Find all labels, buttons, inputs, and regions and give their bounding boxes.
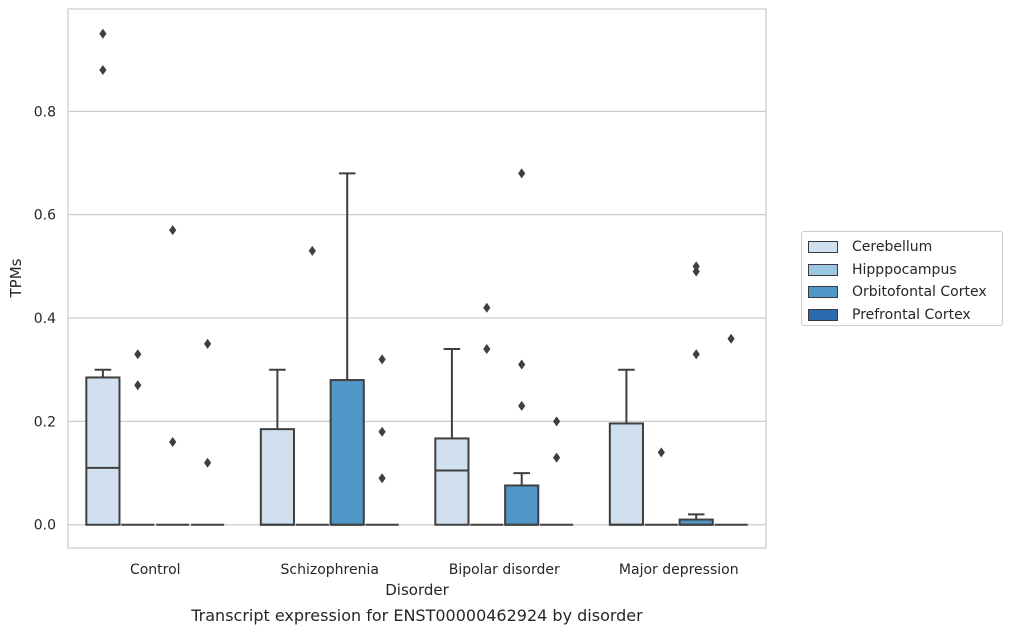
outlier-point	[483, 344, 491, 355]
legend-item-orbitofrontal-cortex: Orbitofontal Cortex	[808, 281, 1002, 304]
box-element	[259, 368, 295, 526]
outlier-point	[378, 473, 386, 484]
outlier-point	[204, 338, 212, 349]
legend-item-cerebellum: Cerebellum	[808, 236, 1002, 259]
legend-item-hippocampus: Hipppocampus	[808, 259, 1002, 282]
legend-swatch	[808, 308, 838, 321]
box-element	[365, 354, 399, 526]
outlier-point	[169, 225, 177, 236]
outlier-point	[553, 452, 561, 463]
legend-label: Orbitofontal Cortex	[852, 284, 987, 301]
outlier-point	[692, 261, 700, 272]
box-element	[608, 368, 644, 526]
box-element	[434, 348, 470, 526]
outlier-point	[99, 64, 107, 75]
y-axis-title: TPMs	[7, 258, 25, 298]
outlier-point	[518, 400, 526, 411]
box-element	[470, 302, 504, 526]
outlier-point	[134, 380, 142, 391]
box-body	[608, 422, 644, 526]
outlier-point	[134, 349, 142, 360]
x-axis-title: Disorder	[385, 581, 449, 599]
box-element	[678, 261, 714, 526]
x-tick-label: Bipolar disorder	[449, 562, 560, 578]
box-body	[434, 437, 470, 526]
x-tick-label: Major depression	[619, 562, 739, 578]
outlier-point	[483, 302, 491, 313]
outlier-point	[692, 266, 700, 277]
outlier-point	[204, 457, 212, 468]
x-tick-label: Schizophrenia	[281, 562, 379, 578]
box-element	[156, 225, 190, 526]
box-element	[121, 349, 155, 526]
outlier-point	[518, 168, 526, 179]
box-element	[504, 168, 540, 526]
y-tick-label: 0.4	[34, 311, 56, 327]
figure-caption: Transcript expression for ENST0000046292…	[191, 606, 643, 625]
legend: Cerebellum Hipppocampus Orbitofontal Cor…	[801, 231, 1003, 326]
box-body	[329, 379, 365, 526]
legend-label: Prefrontal Cortex	[852, 306, 971, 323]
outlier-point	[308, 245, 316, 256]
y-tick-label: 0.0	[34, 518, 56, 534]
plot-area-frame	[67, 8, 767, 549]
outlier-point	[692, 349, 700, 360]
outlier-point	[727, 333, 735, 344]
box-element	[714, 333, 748, 526]
y-tick-label: 0.8	[34, 104, 56, 120]
outlier-point	[657, 447, 665, 458]
y-tick-label: 0.6	[34, 208, 56, 224]
box-layer	[85, 28, 748, 526]
box-element	[329, 172, 365, 526]
box-element	[191, 338, 225, 526]
box-element	[540, 416, 574, 526]
outlier-point	[378, 426, 386, 437]
legend-swatch	[808, 286, 838, 299]
legend-item-prefrontal-cortex: Prefrontal Cortex	[808, 304, 1002, 327]
box-body	[504, 484, 540, 526]
tick-labels: 0.0 0.2 0.4 0.6 0.8 Control Schizophrenia Bipol…	[34, 104, 739, 578]
legend-swatch	[808, 241, 838, 254]
box-body	[85, 376, 121, 526]
outlier-point	[518, 359, 526, 370]
box-element	[295, 245, 329, 526]
outlier-point	[169, 437, 177, 448]
box-body	[259, 428, 295, 526]
legend-swatch	[808, 263, 838, 276]
legend-label: Hipppocampus	[852, 261, 957, 278]
gridlines	[68, 110, 766, 526]
x-tick-label: Control	[130, 562, 181, 578]
y-tick-label: 0.2	[34, 414, 56, 430]
box-element	[85, 28, 121, 526]
legend-label: Cerebellum	[852, 239, 933, 256]
outlier-point	[553, 416, 561, 427]
outlier-point	[99, 28, 107, 39]
box-element	[644, 447, 678, 526]
outlier-point	[378, 354, 386, 365]
